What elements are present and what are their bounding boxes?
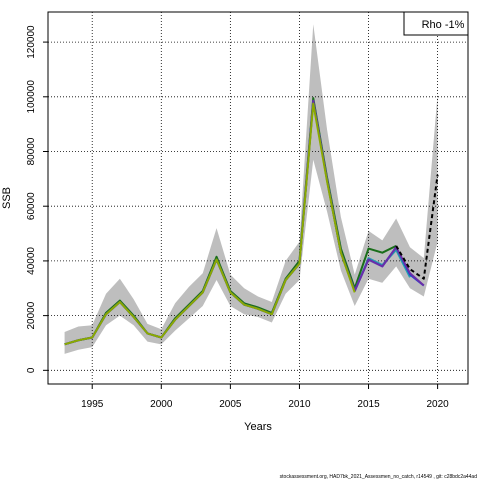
series-line-6 <box>395 174 439 280</box>
x-tick-label: 2020 <box>426 399 449 410</box>
y-tick-label: 100000 <box>26 80 37 114</box>
plot-frame <box>47 11 469 385</box>
y-tick-label: 0 <box>26 367 37 373</box>
footer-caption: stockassessment.org, HAD7bk_2021_Assessm… <box>280 474 478 480</box>
grid-layer <box>48 12 468 384</box>
y-tick-label: 20000 <box>26 301 37 329</box>
series-layer <box>64 97 439 346</box>
x-tick-label: 2015 <box>357 399 380 410</box>
x-tick-label: 2005 <box>219 399 242 410</box>
confidence-band-layer <box>64 24 438 354</box>
legend: Rho -1% <box>403 11 469 36</box>
x-tick-label: 2010 <box>288 399 311 410</box>
y-tick-label: 120000 <box>26 25 37 59</box>
y-tick-label: 40000 <box>26 247 37 275</box>
legend-text: Rho -1% <box>422 19 465 31</box>
y-tick-label: 80000 <box>26 137 37 165</box>
x-axis: 1995 2000 2005 2010 2015 2020 <box>81 384 449 410</box>
x-tick-label: 1995 <box>81 399 104 410</box>
y-axis-title: SSB <box>1 187 13 209</box>
series-line-5 <box>64 102 356 346</box>
y-tick-label: 60000 <box>26 192 37 220</box>
x-tick-label: 2000 <box>150 399 173 410</box>
confidence-band <box>64 24 438 354</box>
y-axis: 0 20000 40000 60000 80000 100000 120000 <box>26 25 48 373</box>
x-axis-title: Years <box>244 421 272 433</box>
legend-box <box>403 11 469 36</box>
